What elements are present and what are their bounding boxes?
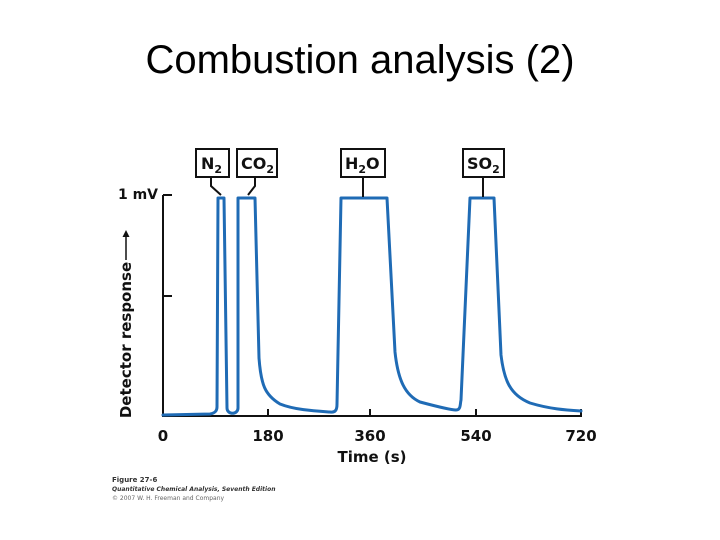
copyright: © 2007 W. H. Freeman and Company — [112, 495, 225, 502]
x-tick-label-180: 180 — [252, 427, 283, 445]
figure-caption: Figure 27-6 Quantitative Chemical Analys… — [112, 476, 275, 503]
peak-label-h2o: H2O — [340, 148, 386, 197]
x-tick-label-0: 0 — [158, 427, 168, 445]
x-tick-label-720: 720 — [565, 427, 596, 445]
detector-trace — [161, 196, 583, 417]
arrow-up-icon — [122, 230, 130, 237]
svg-text:CO2: CO2 — [241, 154, 274, 176]
svg-text:N2: N2 — [201, 154, 222, 176]
axes — [162, 194, 582, 417]
peak-label-n2: N2 — [195, 148, 230, 196]
svg-text:SO2: SO2 — [467, 154, 500, 176]
x-tick-label-540: 540 — [460, 427, 491, 445]
x-tick-label-360: 360 — [354, 427, 385, 445]
y-max-label: 1 mV — [118, 187, 158, 203]
y-axis-label: Detector response — [117, 262, 135, 418]
book-title: Quantitative Chemical Analysis, Seventh … — [112, 486, 276, 493]
figure-number: Figure 27-6 — [112, 476, 158, 484]
y-axis-label-group: Detector response — [117, 230, 135, 418]
x-axis-label: Time (s) — [337, 448, 406, 466]
peak-label-so2: SO2 — [462, 148, 505, 197]
peak-label-co2: CO2 — [236, 148, 278, 196]
peak-labels: N2 CO2 H2O SO2 — [195, 148, 505, 197]
svg-text:H2O: H2O — [345, 154, 380, 176]
slide-title: Combustion analysis (2) — [145, 38, 575, 82]
